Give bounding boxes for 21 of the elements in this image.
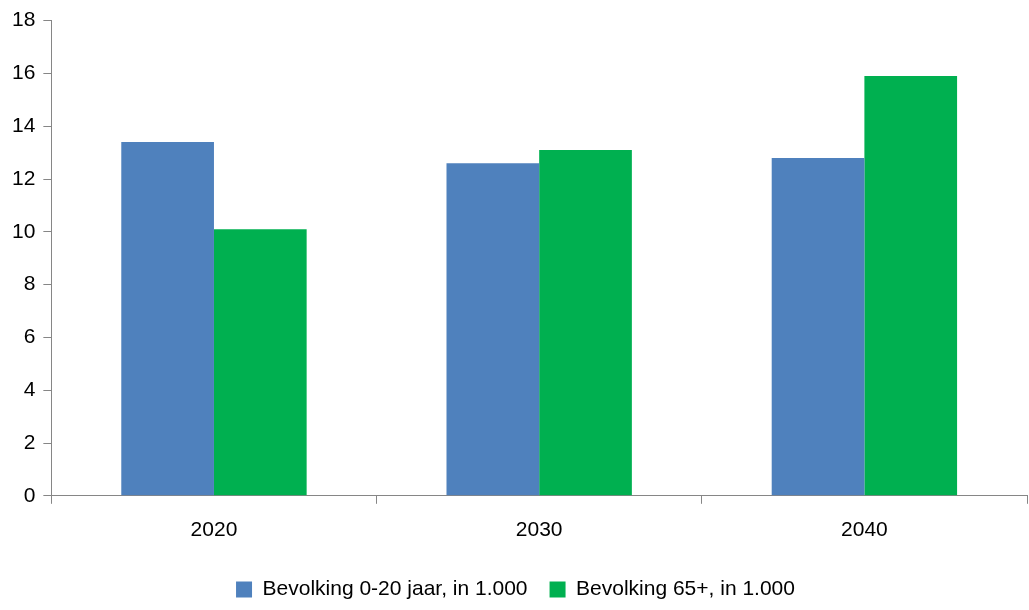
- bar: [121, 142, 214, 496]
- y-tick-label: 6: [23, 324, 36, 348]
- y-tick-label: 0: [23, 482, 36, 506]
- legend-label: Bevolking 65+, in 1.000: [576, 576, 795, 600]
- bar: [539, 149, 632, 496]
- bar: [213, 229, 307, 496]
- bar: [446, 163, 540, 496]
- y-tick-label: 18: [12, 7, 36, 31]
- legend-label: Bevolking 0-20 jaar, in 1.000: [262, 576, 528, 600]
- y-tick-label: 16: [12, 60, 36, 84]
- y-tick-label: 12: [12, 165, 36, 189]
- bar: [771, 157, 865, 496]
- y-tick-label: 4: [23, 377, 36, 400]
- bar: [864, 76, 958, 496]
- y-tick-label: 14: [12, 113, 36, 136]
- y-tick-label: 8: [23, 271, 36, 295]
- x-tick-label: 2030: [515, 517, 563, 541]
- y-tick-label: 2: [23, 429, 36, 453]
- y-tick-label: 10: [12, 218, 36, 242]
- x-tick-label: 2020: [190, 517, 238, 541]
- x-tick-label: 2040: [841, 517, 888, 541]
